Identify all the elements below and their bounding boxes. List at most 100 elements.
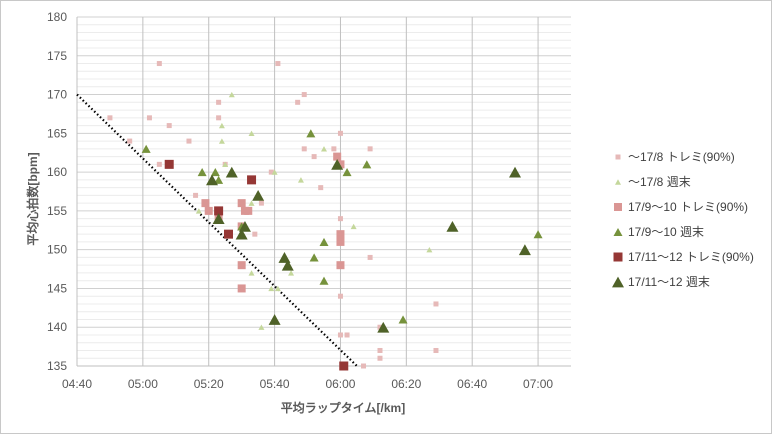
data-point [509,166,522,178]
legend-item: 17/11〜12 トレミ(90%) [613,250,754,264]
data-point [193,192,199,198]
data-point [446,221,459,232]
data-point [344,332,350,338]
x-tick-label: 07:00 [523,377,553,391]
data-point [278,252,291,263]
x-tick-label: 05:20 [194,377,224,391]
y-axis-title: 平均心拍数[bpm] [25,152,40,245]
legend-label: 〜17/8 週末 [628,175,691,189]
legend: 〜17/8 トレミ(90%) 〜17/8 週末 17/9〜10 トレミ(90%) 17… [612,150,754,289]
legend-item: 17/9〜10 トレミ(90%) [614,200,748,214]
data-point [301,92,307,98]
data-point [258,200,264,206]
data-point [274,285,281,292]
y-tick-label: 160 [47,165,67,179]
data-point [235,228,248,240]
data-point [237,261,246,270]
data-point [228,91,235,98]
y-tick-label: 165 [47,126,67,140]
trendline-layer [76,93,358,367]
y-tick-label: 155 [47,204,67,218]
data-point [398,315,408,324]
data-point [258,324,265,330]
data-point [212,213,225,225]
data-point [204,206,213,215]
legend-marker [615,154,621,160]
data-point [216,99,222,105]
data-point [337,293,343,299]
legend-marker [615,179,621,185]
data-point [377,321,390,333]
data-point [214,175,224,184]
data-point [337,332,343,338]
minor-gridlines [77,24,571,359]
x-tick-label: 06:40 [457,377,487,391]
data-point [206,174,219,186]
data-point [377,355,383,361]
data-point [297,177,304,183]
data-point [248,200,255,206]
series-5 [206,158,531,333]
data-point [339,361,349,371]
data-point [426,246,433,253]
y-axis-tick-labels: 135 140 145 150 155 160 165 170 175 180 [47,10,67,373]
x-axis-title: 平均ラップタイム[/km] [281,400,405,415]
data-point [216,115,222,121]
data-point [186,138,192,144]
data-point [248,130,255,137]
data-point [311,154,317,160]
data-point [268,169,274,175]
x-tick-label: 05:00 [128,377,158,391]
x-tick-label: 06:00 [325,377,355,391]
legend-item: 17/11〜12 週末 [612,275,710,289]
x-tick-label: 05:40 [260,377,290,391]
data-point [336,230,345,239]
data-point [244,206,253,215]
data-point [518,244,531,256]
data-point [361,363,367,369]
data-point [223,229,233,239]
data-point [248,270,255,276]
legend-marker [613,227,623,237]
legend-label: 17/9〜10 トレミ(90%) [628,200,748,214]
data-point [141,144,151,153]
data-point [319,276,329,285]
data-point [362,160,372,169]
legend-label: 〜17/8 トレミ(90%) [628,150,735,164]
x-tick-label: 04:40 [62,377,92,391]
legend-marker [613,252,623,262]
y-tick-label: 145 [47,281,67,295]
data-point [333,152,342,161]
data-point [288,270,295,276]
data-point [433,347,439,353]
data-point [252,231,258,237]
data-point [309,253,319,262]
data-point [367,146,373,152]
data-point [107,115,113,121]
data-point [533,230,543,239]
x-tick-label: 06:20 [391,377,421,391]
data-point [268,314,281,325]
trendline [76,93,358,367]
data-point [336,160,345,169]
legend-label: 17/11〜12 週末 [628,275,710,289]
data-point [210,168,220,177]
y-tick-label: 180 [47,10,67,24]
data-point [201,199,210,208]
data-point [271,169,278,175]
legend-marker [614,203,622,211]
legend-label: 17/11〜12 トレミ(90%) [628,250,754,264]
series-1 [195,91,433,330]
data-point [337,216,343,222]
data-point [247,175,257,185]
data-points [107,61,543,371]
data-point [377,347,383,353]
data-point [127,138,133,144]
data-point [377,324,383,330]
data-point [218,122,225,129]
data-point [222,161,229,168]
data-point [197,168,207,177]
data-point [336,237,345,246]
series-0 [107,61,439,369]
